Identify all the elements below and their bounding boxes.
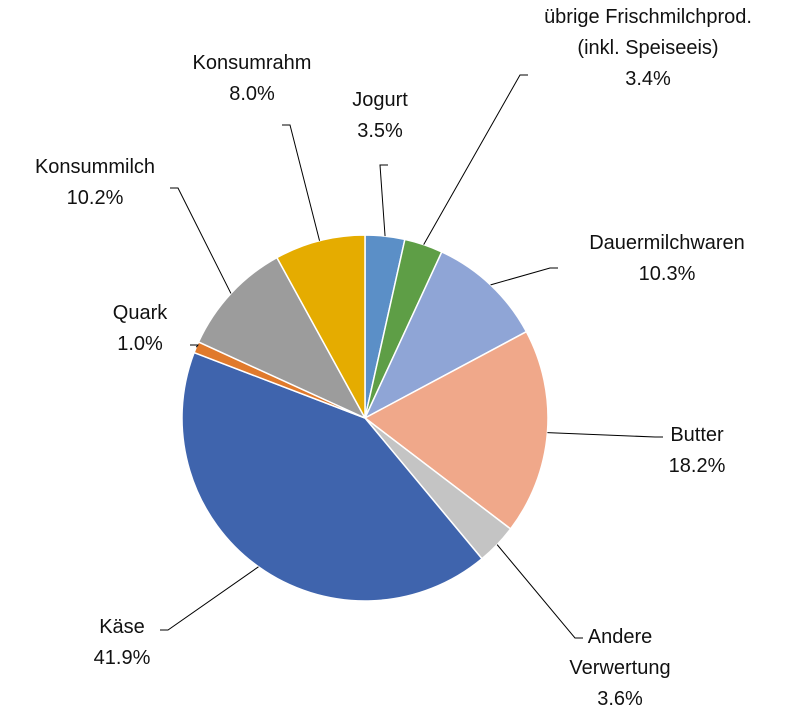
leader-line <box>190 344 200 348</box>
category-label: Konsumrahm <box>192 52 312 74</box>
category-label: Dauermilchwaren <box>589 232 745 254</box>
value-label: 3.5% <box>357 120 403 142</box>
slice-label: Butter 18.2% <box>637 420 757 482</box>
value-label: 10.2% <box>66 187 124 209</box>
slice-label: Käse 41.9% <box>72 612 172 674</box>
value-label: 3.4% <box>625 68 671 90</box>
category-label: Quark <box>112 302 168 324</box>
slice-label: Andere Verwertung 3.6% <box>545 622 695 715</box>
value-label: 41.9% <box>93 647 151 669</box>
slice-label: Dauermilchwaren 10.3% <box>552 228 782 290</box>
leader-line <box>160 566 259 631</box>
value-label: 3.6% <box>597 688 643 710</box>
category-label: Käse <box>99 616 145 638</box>
leader-line <box>379 164 388 237</box>
slice-label: Konsumrahm 8.0% <box>157 48 347 110</box>
category-label: Konsummilch <box>34 156 156 178</box>
category-label: übrige Frischmilchprod. (inkl. Speiseeis… <box>544 6 752 59</box>
slice-label: Konsummilch 10.2% <box>0 152 190 214</box>
pie-slice <box>197 256 367 420</box>
category-label: Jogurt <box>352 89 408 111</box>
pie-slice <box>363 250 528 420</box>
leader-line <box>490 267 558 286</box>
value-label: 18.2% <box>668 455 726 477</box>
pie-slice <box>363 330 549 530</box>
leader-line <box>496 544 583 639</box>
slice-label: Jogurt 3.5% <box>320 85 440 147</box>
value-label: 10.3% <box>638 263 696 285</box>
category-label: Butter <box>670 424 724 446</box>
value-label: 8.0% <box>229 83 275 105</box>
slice-label: übrige Frischmilchprod. (inkl. Speiseeis… <box>523 2 773 95</box>
slice-label: Quark 1.0% <box>90 298 190 360</box>
leader-line <box>423 74 528 245</box>
leader-line <box>282 124 321 241</box>
leader-line <box>547 432 663 438</box>
leader-line <box>170 187 232 294</box>
pie-slice <box>181 351 484 602</box>
pie-slice <box>275 234 366 419</box>
category-label: Andere Verwertung <box>569 626 671 679</box>
value-label: 1.0% <box>117 333 163 355</box>
